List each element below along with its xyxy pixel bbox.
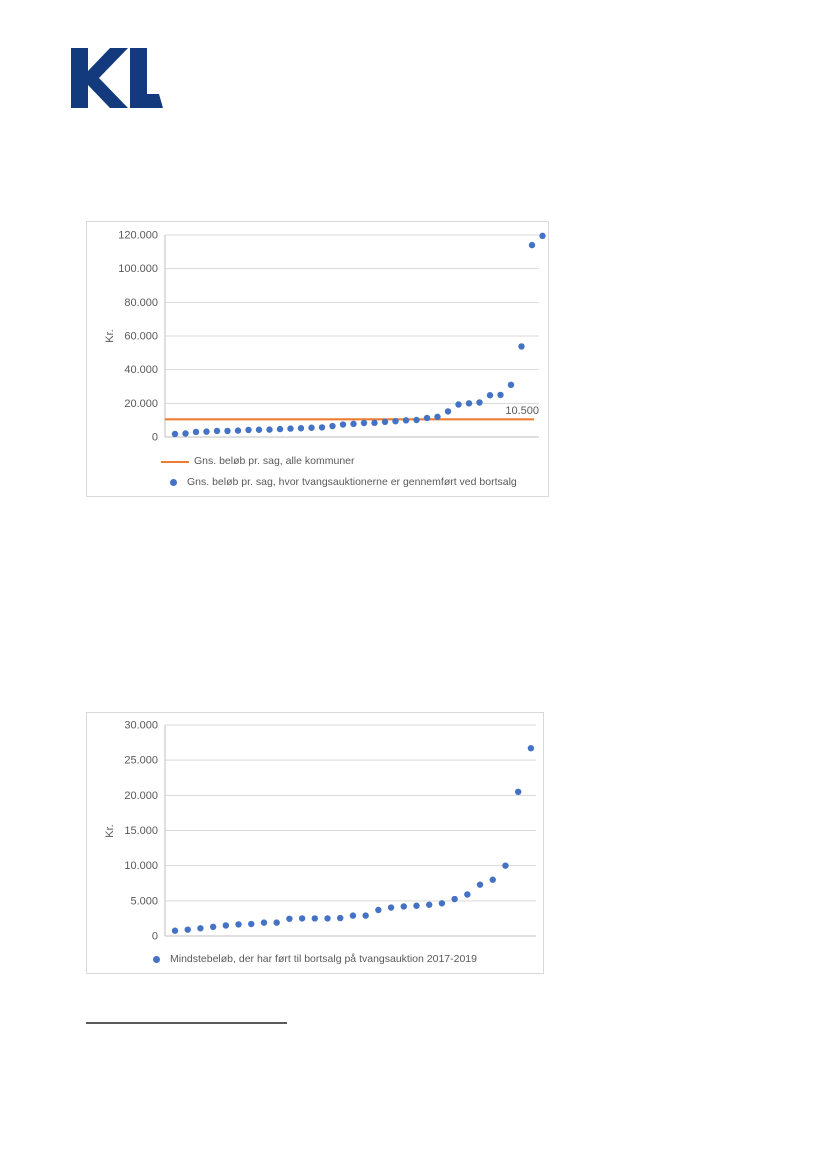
legend-item-all-municipalities: Gns. beløb pr. sag, alle kommuner: [161, 455, 355, 468]
data-point: [375, 906, 382, 914]
data-point: [234, 427, 242, 434]
data-point: [203, 428, 210, 435]
data-point: [324, 915, 331, 922]
data-point: [329, 422, 336, 430]
data-point: [222, 922, 230, 929]
scatter-plot-avg-amount: 0 20.000 40.000 60.000 80.000 100.000 120.000: [118, 230, 546, 444]
data-point: [235, 921, 242, 928]
scatter-plot-minimum-amount: 0 5.000 10.000 15.000 20.000 25.000 30.000: [124, 720, 536, 943]
y-tick-label: 0: [152, 931, 158, 943]
data-point: [339, 421, 347, 428]
data-point: [171, 927, 179, 934]
data-point: [260, 919, 268, 926]
y-tick-label: 30.000: [124, 720, 158, 732]
reference-line-label: 10.500: [505, 405, 539, 417]
footnote-separator: [86, 1022, 287, 1024]
data-point: [528, 241, 536, 249]
data-point: [286, 915, 293, 922]
data-point: [273, 919, 280, 926]
data-point: [297, 425, 305, 432]
data-point: [255, 426, 263, 433]
data-point: [171, 430, 179, 438]
data-point: [197, 925, 204, 932]
legend-label: Mindstebeløb, der har ført til bortsalg …: [169, 953, 477, 965]
data-point: [362, 912, 369, 919]
data-point: [486, 392, 494, 399]
data-point: [184, 926, 191, 933]
data-point: [349, 912, 357, 919]
y-tick-label: 40.000: [124, 364, 158, 376]
data-point: [455, 401, 462, 408]
data-point: [539, 232, 546, 240]
blue-dot-swatch: [152, 956, 160, 963]
y-tick-label: 80.000: [124, 297, 158, 309]
data-point: [502, 862, 509, 869]
data-point: [245, 426, 252, 434]
data-point: [276, 425, 284, 433]
data-point: [476, 399, 483, 406]
data-point: [476, 881, 484, 888]
y-tick-label: 20.000: [124, 790, 158, 802]
data-point: [426, 901, 433, 908]
data-point: [438, 900, 446, 907]
y-tick-label: 120.000: [118, 230, 158, 242]
legend-item-completed-sales: Gns. beløb pr. sag, hvor tvangsauktioner…: [170, 476, 517, 489]
data-point: [298, 915, 306, 922]
data-point: [518, 343, 525, 350]
y-tick-label: 10.000: [124, 860, 158, 872]
y-tick-label: 100.000: [118, 263, 158, 275]
data-point: [400, 903, 407, 910]
data-point: [392, 417, 399, 425]
data-point: [507, 381, 515, 389]
data-point: [381, 418, 389, 426]
data-point: [402, 417, 410, 424]
data-point: [308, 424, 315, 431]
data-point: [444, 408, 452, 415]
data-point: [434, 413, 441, 420]
data-point: [514, 788, 522, 796]
data-point: [423, 414, 431, 422]
data-point: [311, 915, 319, 922]
legend-item-minimum-amount: Mindstebeløb, der har ført til bortsalg …: [87, 953, 543, 966]
data-point: [318, 424, 326, 431]
legend-label: Gns. beløb pr. sag, hvor tvangsauktioner…: [187, 476, 517, 488]
data-point: [182, 430, 189, 437]
y-tick-label: 60.000: [124, 331, 158, 343]
blue-dot-swatch: [170, 479, 177, 486]
data-point: [497, 391, 504, 399]
y-tick-label: 25.000: [124, 755, 158, 767]
data-point: [337, 914, 344, 922]
data-point: [350, 420, 357, 428]
chart-minimum-amount: 0 5.000 10.000 15.000 20.000 25.000 30.000 Kr.…: [86, 712, 544, 974]
data-point: [213, 427, 221, 435]
legend-label: Gns. beløb pr. sag, alle kommuner: [194, 455, 355, 467]
data-point: [451, 895, 458, 903]
y-tick-label: 0: [152, 432, 158, 444]
data-point: [489, 876, 496, 883]
chart-avg-amount-per-case: 0 20.000 40.000 60.000 80.000 100.000 120.000 …: [86, 221, 549, 497]
data-point: [224, 427, 231, 435]
data-point: [464, 891, 471, 898]
y-tick-label: 15.000: [124, 825, 158, 837]
data-point: [192, 428, 200, 436]
data-point: [387, 904, 395, 911]
y-axis-title: Kr.: [104, 824, 116, 838]
y-axis-title: Kr.: [104, 329, 116, 343]
data-point: [266, 426, 273, 433]
data-point: [527, 745, 535, 752]
data-point: [465, 400, 473, 407]
data-point: [287, 425, 294, 432]
data-point: [360, 419, 368, 427]
data-point: [413, 902, 420, 909]
kl-logo-letters: [71, 48, 163, 108]
kl-logo: [71, 48, 163, 108]
data-point: [413, 416, 420, 424]
orange-line-swatch: [161, 460, 189, 463]
y-tick-label: 5.000: [130, 895, 158, 907]
data-point: [209, 923, 217, 931]
data-point: [371, 419, 378, 427]
data-point: [248, 920, 255, 928]
y-tick-label: 20.000: [124, 398, 158, 410]
